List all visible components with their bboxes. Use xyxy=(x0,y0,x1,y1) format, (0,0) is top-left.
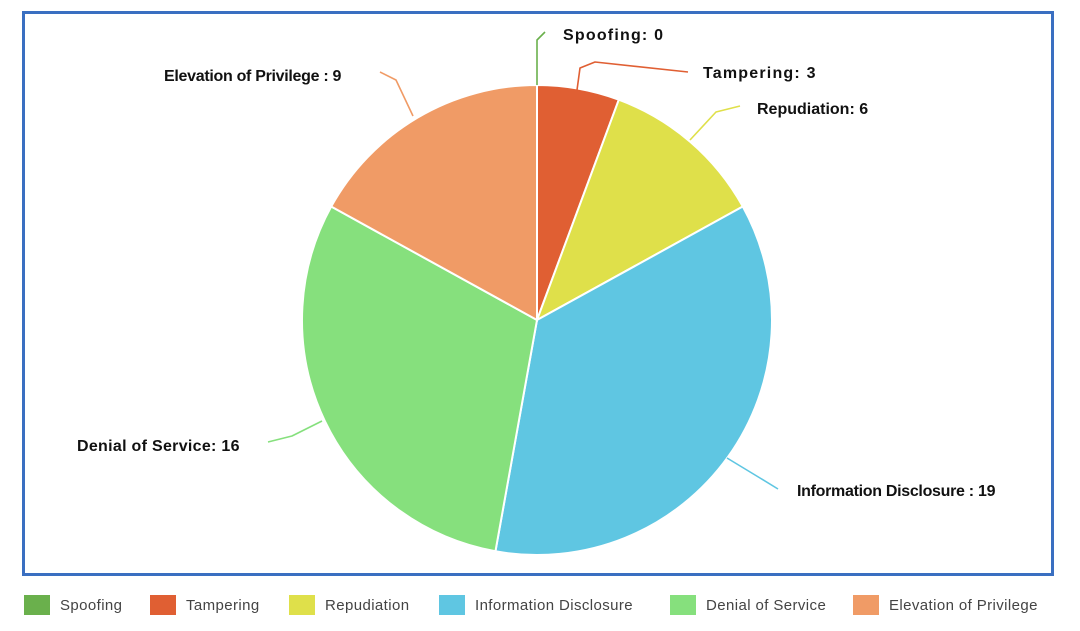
pie-leader-lines xyxy=(267,31,779,490)
legend-item-denial-of-service: Denial of Service xyxy=(670,592,826,618)
legend-swatch-denial-of-service xyxy=(670,595,696,615)
legend-swatch-information-disclosure xyxy=(439,595,465,615)
pie-slices xyxy=(301,83,773,556)
legend-item-information-disclosure: Information Disclosure xyxy=(439,592,633,618)
slice-label-information-disclosure: Information Disclosure : 19 xyxy=(797,483,996,500)
leader-line-information-disclosure xyxy=(726,457,779,490)
legend-label-spoofing: Spoofing xyxy=(60,596,123,614)
pie-slice-denial-of-service xyxy=(301,205,539,553)
leader-line-repudiation xyxy=(689,105,741,141)
pie-slice-elevation-of-privilege xyxy=(329,83,538,322)
leader-line-denial-of-service xyxy=(267,420,323,443)
slice-label-repudiation: Repudiation: 6 xyxy=(757,101,868,118)
legend-item-spoofing: Spoofing xyxy=(24,592,122,618)
slice-label-elevation-of-privilege: Elevation of Privilege : 9 xyxy=(164,68,342,85)
slice-label-denial-of-service: Denial of Service: 16 xyxy=(77,438,240,455)
pie-slice-repudiation xyxy=(535,98,745,323)
slice-label-spoofing: Spoofing: 0 xyxy=(563,27,664,44)
legend-swatch-tampering xyxy=(150,595,176,615)
pie-data-labels: Spoofing: 0 Tampering: 3 Repudiation: 6 … xyxy=(77,27,996,500)
legend-label-elevation-of-privilege: Elevation of Privilege xyxy=(889,596,1038,614)
legend-swatch-spoofing xyxy=(24,595,50,615)
chart-legend: Spoofing Tampering Repudiation Informati… xyxy=(0,592,1080,622)
legend-item-repudiation: Repudiation xyxy=(289,592,409,618)
leader-line-elevation-of-privilege xyxy=(379,71,414,117)
legend-label-tampering: Tampering xyxy=(186,596,260,614)
slice-label-tampering: Tampering: 3 xyxy=(703,65,817,82)
legend-item-tampering: Tampering xyxy=(150,592,260,618)
leader-line-spoofing xyxy=(536,31,546,85)
pie-slice-information-disclosure xyxy=(494,205,773,556)
legend-swatch-repudiation xyxy=(289,595,315,615)
legend-item-elevation-of-privilege: Elevation of Privilege xyxy=(853,592,1038,618)
legend-label-information-disclosure: Information Disclosure xyxy=(475,596,634,614)
leader-line-tampering xyxy=(576,61,689,91)
legend-swatch-elevation-of-privilege xyxy=(853,595,879,615)
legend-label-denial-of-service: Denial of Service xyxy=(706,596,827,614)
legend-label-repudiation: Repudiation xyxy=(325,596,410,614)
